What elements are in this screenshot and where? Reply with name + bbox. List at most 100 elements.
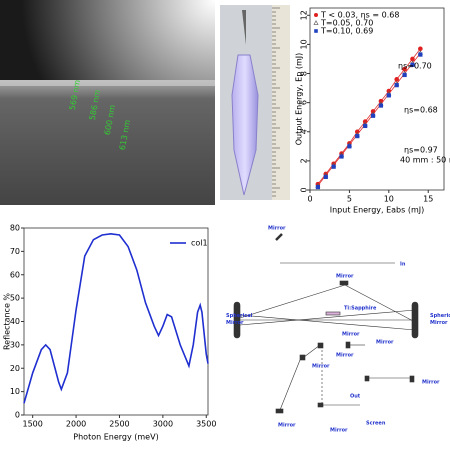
y-tick-label: 0 — [300, 187, 309, 192]
annotation: ηs=0.68 — [404, 106, 438, 115]
plot-frame — [309, 7, 445, 191]
series-line — [23, 233, 209, 404]
y-tick-label: 0 — [15, 411, 20, 420]
marker — [418, 46, 423, 52]
x-tick-label: 15 — [423, 195, 433, 204]
mirror — [317, 402, 324, 408]
diagram-label: Mirror — [268, 226, 286, 232]
y-tick-label: 20 — [10, 364, 20, 373]
marker — [370, 113, 376, 118]
y-tick-label: 30 — [10, 340, 20, 349]
x-tick-label: 2500 — [109, 420, 129, 429]
diagram-label: Out — [350, 394, 361, 400]
crystal — [325, 311, 341, 316]
diagram-label: Mirror — [422, 380, 440, 386]
reflectance-chart: 1500 2000 2500 3000 3500 0 10 20 30 40 50 60 70 80 Pho… — [3, 224, 217, 442]
ruler — [272, 5, 290, 200]
legend-label: T=0.05, 0.70 — [320, 19, 373, 28]
diagram-label: Mirror — [312, 364, 330, 370]
marker — [363, 123, 368, 129]
legend-marker — [313, 20, 319, 25]
marker — [394, 77, 400, 82]
annotation: 40 mm : 50 mm — [400, 156, 450, 165]
mirror — [275, 408, 284, 414]
y-tick-label: 80 — [10, 224, 20, 233]
spherical-mirror — [233, 301, 241, 339]
marker — [378, 103, 384, 108]
marker — [410, 56, 415, 62]
y-tick-label: 50 — [10, 294, 20, 303]
marker — [410, 62, 415, 67]
diagram-label: Mirror — [330, 428, 348, 434]
y-tick-label: 8 — [300, 71, 309, 76]
crystal — [231, 54, 259, 196]
y-tick-label: 10 — [10, 387, 20, 396]
diagram-label: Mirror — [278, 423, 296, 429]
marker — [402, 72, 407, 78]
legend-label: T < 0.03, ηs = 0.68 — [320, 11, 399, 20]
mirror — [364, 375, 370, 382]
diagram-label: Mirror — [336, 274, 354, 280]
x-axis-label: Photon Energy (meV) — [73, 433, 158, 442]
marker — [323, 174, 328, 179]
marker — [331, 164, 336, 169]
spherical-mirror — [411, 301, 419, 339]
sem-layer — [0, 80, 215, 205]
marker — [418, 52, 423, 57]
optical-diagram — [233, 233, 419, 414]
mirror — [317, 342, 324, 349]
mirror — [339, 280, 349, 286]
x-tick-label: 3000 — [153, 420, 173, 429]
beam — [279, 359, 301, 411]
y-axis-label: Output Energy, Ep (mJ) — [295, 53, 304, 146]
diagram-label: Mirror — [342, 332, 360, 338]
y-tick-label: 70 — [10, 247, 20, 256]
marker — [386, 93, 391, 98]
marker — [394, 83, 399, 88]
legend-label: T=0.10, 0.69 — [320, 27, 373, 36]
marker — [347, 144, 352, 149]
diagram-label: Mirror — [336, 353, 354, 359]
diagram-label: Screen — [366, 421, 386, 427]
y-axis-label: Reflectance % — [3, 293, 12, 350]
x-tick-label: 1500 — [22, 420, 42, 429]
beam — [239, 309, 416, 326]
annotation: ηs=0.97 — [404, 146, 438, 155]
diagram-label: In — [400, 262, 406, 268]
x-tick-label: 3500 — [196, 420, 216, 429]
beam — [239, 284, 346, 319]
x-tick-label: 10 — [384, 195, 394, 204]
sem-panel: 569 nm 586 nm 600 nm 613 nm — [0, 0, 215, 205]
y-tick-label: 60 — [10, 270, 20, 279]
mirror — [299, 354, 306, 361]
output-energy-chart: 0 5 10 15 0 2 4 6 8 10 12 Input Energy, Eabs (mJ) Ou… — [295, 7, 450, 215]
y-tick-label: 2 — [300, 158, 309, 163]
y-tick-label: 10 — [300, 39, 309, 49]
marker — [315, 184, 320, 190]
legend-marker — [314, 13, 318, 17]
mirror — [409, 375, 415, 383]
mirror — [345, 341, 351, 349]
x-tick-label: 0 — [307, 195, 312, 204]
legend-marker — [314, 29, 318, 33]
beam — [344, 284, 416, 323]
diagram-label: Mirror — [376, 340, 394, 346]
marker — [339, 154, 344, 159]
x-axis-label: Input Energy, Eabs (mJ) — [330, 206, 425, 215]
sem-edge — [0, 80, 215, 86]
y-tick-label: 40 — [10, 317, 20, 326]
photo-panel — [220, 5, 290, 200]
y-tick-label: 6 — [300, 100, 309, 105]
diagram-label: Ti:Sapphire — [344, 306, 377, 312]
legend-label: col1 — [191, 239, 208, 248]
plot-frame — [23, 227, 209, 416]
beam — [239, 314, 416, 331]
x-tick-label: 5 — [347, 195, 352, 204]
annotation: ηs=0.70 — [398, 62, 432, 71]
hook — [242, 10, 246, 45]
y-tick-label: 4 — [300, 129, 309, 134]
mirror — [275, 233, 283, 241]
